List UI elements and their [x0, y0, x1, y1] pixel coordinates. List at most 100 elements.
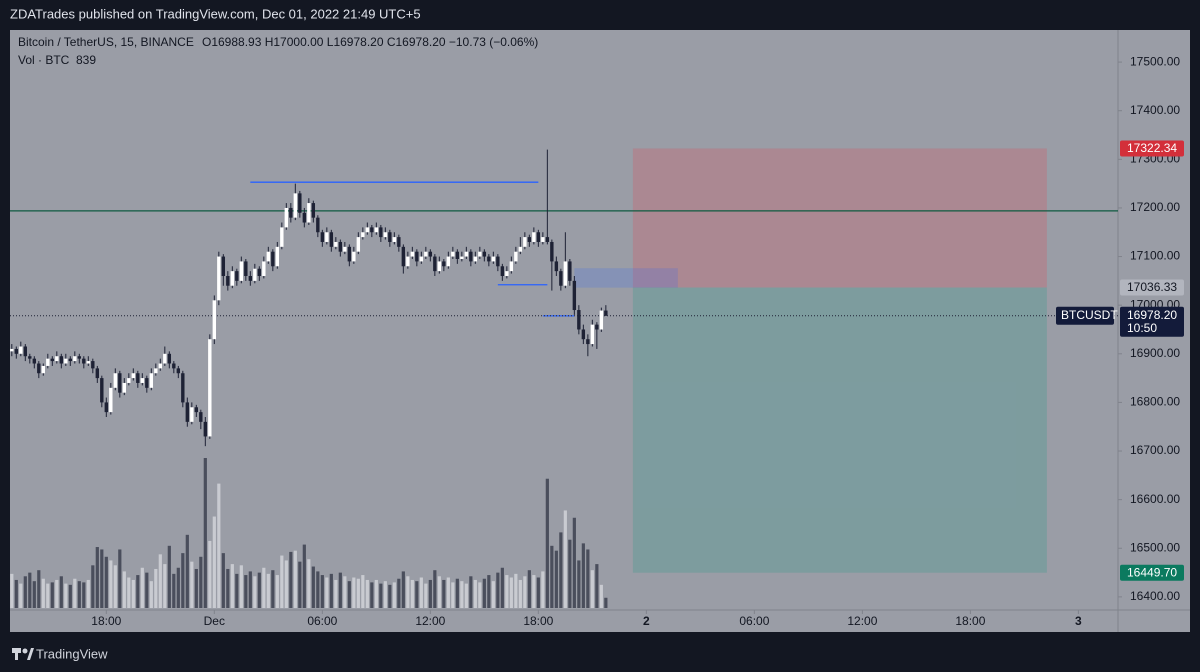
candle-body: [401, 246, 406, 267]
candle-body: [136, 373, 140, 383]
candle-body: [433, 256, 437, 272]
candle-body: [298, 193, 302, 213]
x-tick-label: 12:00: [847, 614, 877, 628]
volume-bar: [163, 564, 167, 608]
candle-body: [590, 324, 595, 345]
volume-bar: [185, 534, 189, 608]
volume-bar: [275, 575, 279, 608]
candle-body: [217, 256, 221, 301]
symbol: Bitcoin / TetherUS, 15, BINANCE: [18, 35, 194, 49]
candle-body: [464, 251, 469, 257]
volume-bar: [140, 567, 144, 608]
volume-bar: [145, 572, 149, 608]
volume-bar: [338, 572, 342, 608]
volume-bar: [523, 576, 527, 608]
volume-bar: [595, 564, 599, 608]
brand: TradingView: [36, 646, 108, 661]
volume-bar: [365, 579, 369, 608]
candle-body: [478, 251, 482, 257]
candle-body: [167, 353, 172, 364]
candle-body: [383, 232, 388, 238]
candle-body: [599, 310, 604, 330]
candle-body: [163, 353, 167, 364]
volume-bar: [410, 579, 414, 608]
candle-body: [289, 207, 293, 218]
volume-bar: [91, 565, 95, 608]
volume-bar: [559, 532, 563, 608]
candle-body: [41, 365, 46, 374]
candle-body: [352, 251, 356, 262]
candle-body: [505, 271, 509, 277]
volume-bar: [244, 575, 248, 608]
y-tick-label: 17200.00: [1130, 200, 1180, 214]
volume-bar: [293, 550, 297, 608]
volume-bar: [392, 582, 396, 608]
candle-body: [68, 358, 73, 362]
volume-bar: [194, 568, 198, 608]
symbol-label: BTCUSDT: [1061, 308, 1118, 322]
volume-bar: [496, 572, 500, 608]
volume-bar: [361, 575, 365, 608]
volume-bar: [212, 516, 216, 608]
candle-body: [536, 232, 541, 242]
volume-bar: [266, 573, 270, 608]
y-tick-label: 17400.00: [1130, 103, 1180, 117]
candle-body: [122, 382, 127, 393]
candle-body: [59, 356, 64, 364]
candle-body: [563, 261, 568, 286]
candle-body: [595, 324, 599, 330]
volume-bar: [509, 577, 513, 608]
volume-bar: [491, 581, 495, 608]
volume-bar: [203, 458, 207, 608]
candle-body: [374, 227, 379, 233]
volume-bar: [311, 566, 315, 608]
volume-bar: [73, 578, 77, 608]
volume-bar: [32, 581, 36, 608]
candle-body: [496, 256, 500, 267]
candle-body: [131, 373, 136, 379]
x-tick-label: 06:00: [739, 614, 769, 628]
volume-bar: [167, 545, 171, 608]
candle-body: [140, 378, 145, 383]
x-tick-label: 18:00: [523, 614, 553, 628]
candle-body: [19, 346, 23, 354]
x-tick-label: 3: [1075, 614, 1082, 628]
y-tick-label: 16400.00: [1130, 589, 1180, 603]
volume-bar: [397, 578, 401, 608]
volume-bar: [271, 570, 275, 608]
volume-bar: [158, 554, 162, 608]
candle-body: [316, 217, 320, 233]
candle-body: [50, 358, 55, 362]
y-tick-label: 17100.00: [1130, 249, 1180, 263]
volume-bar: [86, 579, 90, 608]
candle-body: [410, 251, 415, 257]
volume-bar: [352, 577, 356, 608]
candle-body: [514, 251, 518, 262]
candle-body: [86, 361, 91, 364]
volume-bar: [262, 567, 266, 608]
candle-body: [338, 241, 343, 252]
volume-bar: [370, 582, 374, 608]
candle-body: [329, 232, 334, 247]
volume-bar: [118, 549, 122, 608]
candle-body: [230, 271, 235, 286]
volume-bar: [437, 576, 441, 608]
tradingview-logo: [12, 648, 34, 660]
volume-bar: [172, 573, 176, 608]
candle-body: [257, 268, 262, 277]
candle-body: [500, 266, 505, 277]
candle-body: [14, 348, 19, 354]
volume-bar: [280, 555, 284, 608]
volume-bar: [64, 583, 68, 608]
volume-bar: [41, 578, 45, 608]
y-tick-label: 16800.00: [1130, 395, 1180, 409]
candle-body: [91, 361, 95, 369]
volume-bar: [478, 582, 482, 608]
volume-bar: [226, 568, 230, 608]
volume-bar: [28, 572, 32, 608]
volume-bar: [505, 575, 509, 608]
y-tick-label: 16600.00: [1130, 492, 1180, 506]
volume-bar: [581, 543, 585, 608]
candle-body: [10, 348, 14, 352]
candle-body: [212, 300, 217, 340]
